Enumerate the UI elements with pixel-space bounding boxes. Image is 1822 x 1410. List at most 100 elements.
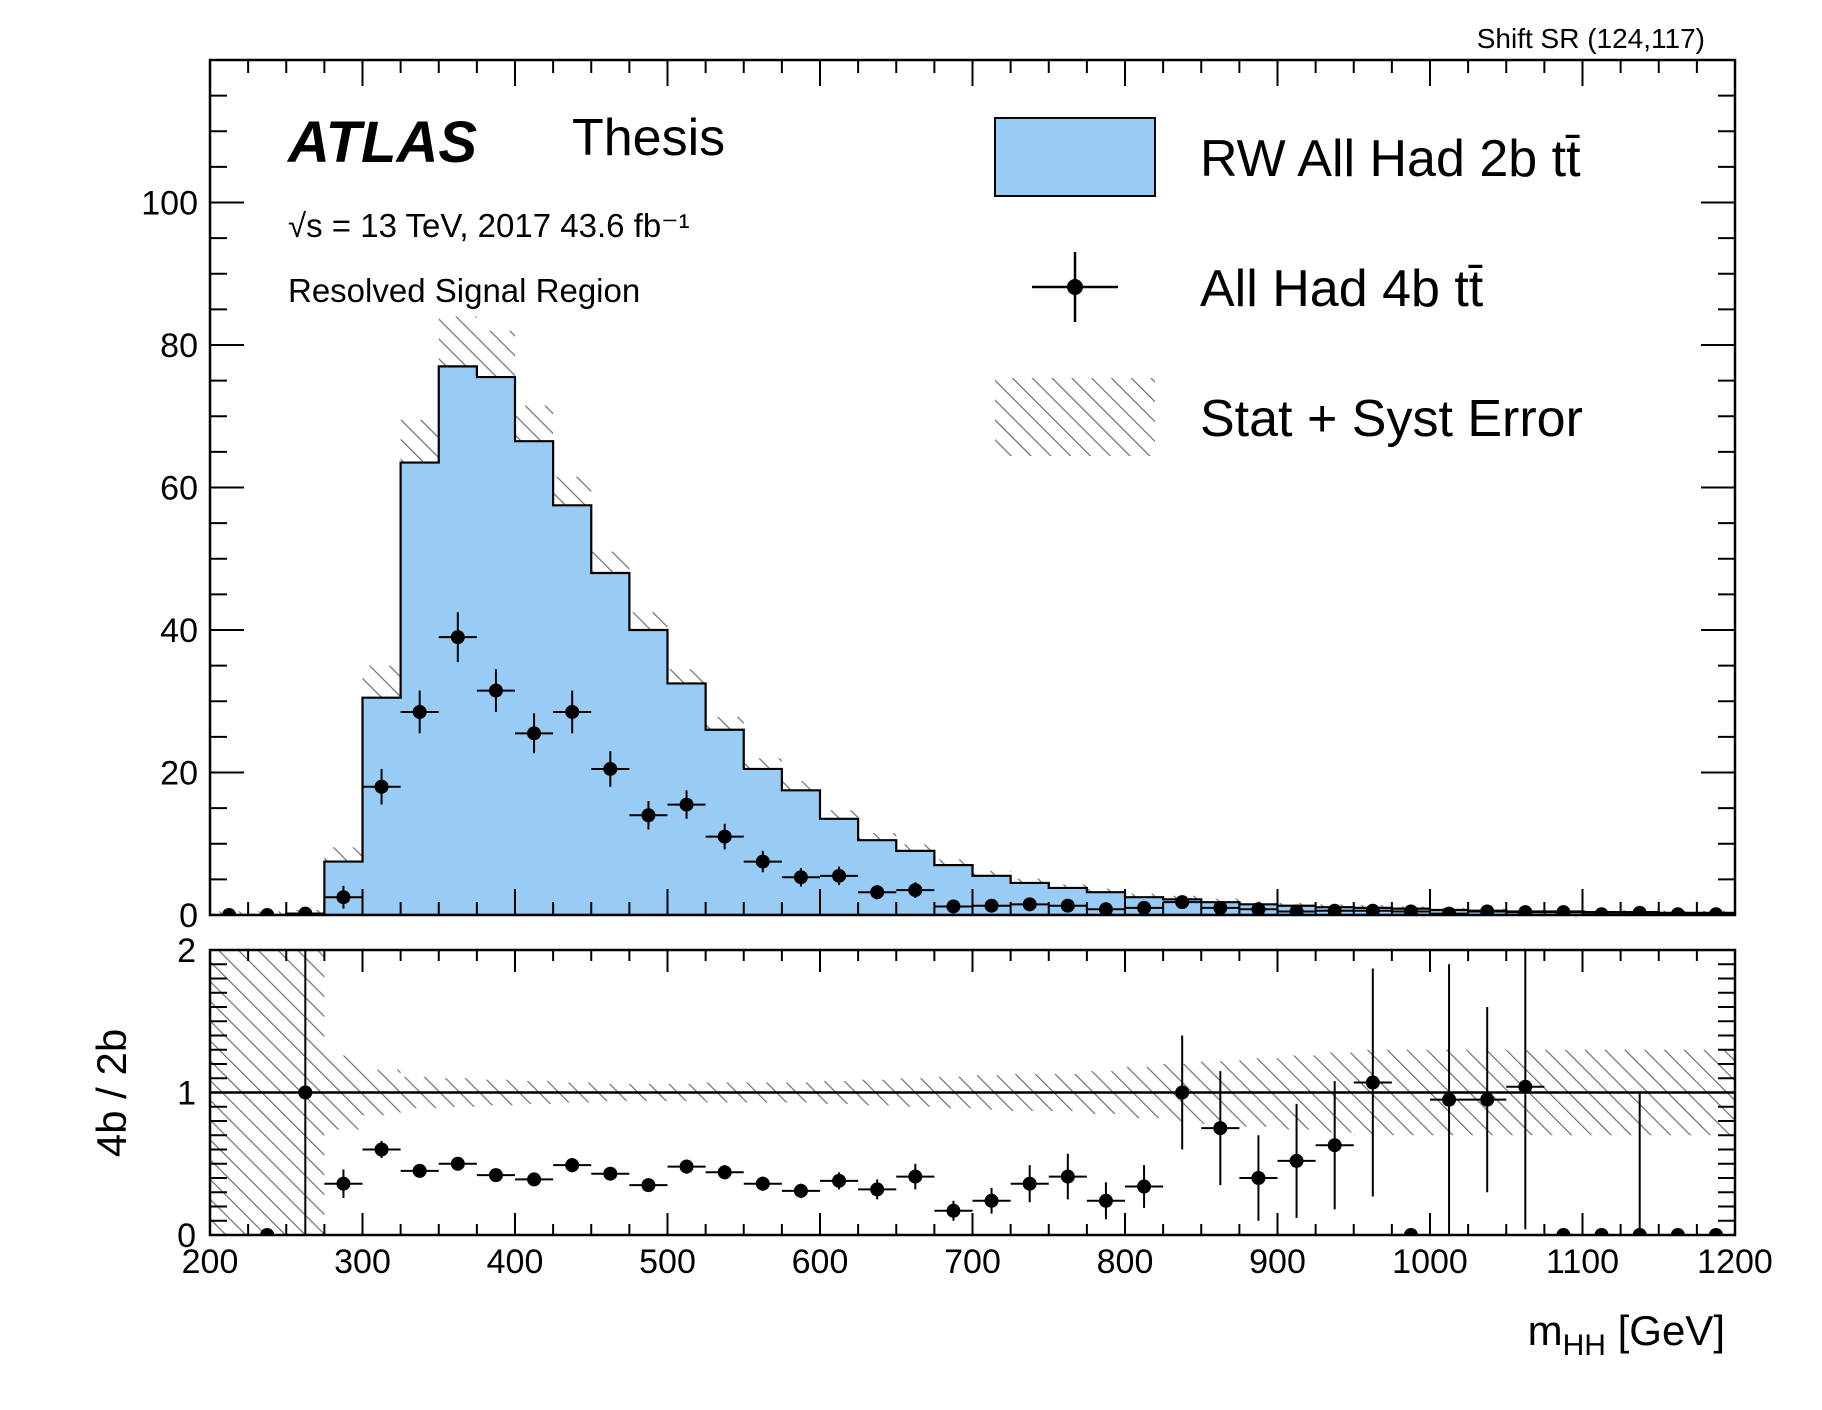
data-point bbox=[438, 612, 477, 663]
x-tick-label: 1000 bbox=[1392, 1243, 1468, 1281]
legend: RW All Had 2b tt̄ All Had 4b tt̄ Stat + … bbox=[994, 117, 1583, 456]
data-point bbox=[553, 690, 592, 734]
ratio-point bbox=[1632, 1092, 1647, 1235]
ratio-point bbox=[324, 1169, 363, 1198]
legend-swatch-data bbox=[1032, 252, 1118, 322]
ratio-point bbox=[1708, 1228, 1723, 1235]
y-tick-label: 40 bbox=[160, 612, 198, 650]
y-tick-label: 20 bbox=[160, 755, 198, 793]
y-tick-label: 80 bbox=[160, 327, 198, 365]
ratio-point bbox=[476, 1168, 515, 1183]
energy-lumi-label: √s = 13 TeV, 2017 43.6 fb⁻¹ bbox=[288, 207, 690, 244]
ratio-point bbox=[667, 1159, 706, 1174]
data-point bbox=[1506, 905, 1545, 915]
ratio-y-axis-title: 4b / 2b bbox=[88, 1029, 135, 1157]
data-point bbox=[1048, 898, 1087, 913]
ratio-y-tick-label: 2 bbox=[177, 932, 196, 970]
data-point bbox=[1239, 902, 1278, 915]
legend-label-uncertainty: Stat + Syst Error bbox=[1200, 390, 1583, 448]
data-point bbox=[1620, 905, 1659, 915]
region-label: Resolved Signal Region bbox=[288, 272, 640, 309]
ratio-panel: 0 1 2 200 300 400 500 600 700 800 900 1000 1100 1200 bbox=[177, 932, 1773, 1281]
svg-text:mHH [GeV]: mHH [GeV] bbox=[1528, 1307, 1725, 1362]
data-point bbox=[705, 823, 744, 850]
main-panel: 0 20 40 60 80 100 bbox=[141, 58, 1737, 935]
data-point bbox=[743, 850, 782, 873]
x-tick-label: 600 bbox=[792, 1243, 849, 1281]
ratio-point bbox=[972, 1187, 1011, 1214]
ratio-point bbox=[260, 1228, 275, 1235]
data-point bbox=[667, 790, 706, 819]
data-point bbox=[1086, 902, 1125, 915]
background-histogram bbox=[210, 365, 1735, 915]
ratio-y-tick-label: 0 bbox=[177, 1217, 196, 1255]
data-point bbox=[1430, 906, 1469, 915]
data-point bbox=[1315, 903, 1354, 915]
x-tick-label: 200 bbox=[182, 1243, 239, 1281]
ratio-point bbox=[934, 1200, 973, 1221]
y-tick-label: 60 bbox=[160, 470, 198, 508]
x-axis-title: mHH [GeV] bbox=[1528, 1307, 1725, 1362]
legend-swatch-background bbox=[994, 117, 1156, 197]
ratio-point bbox=[591, 1166, 630, 1181]
data-point bbox=[896, 882, 935, 898]
y-tick-label: 100 bbox=[141, 185, 198, 223]
ratio-point bbox=[1086, 1182, 1125, 1220]
ratio-point bbox=[438, 1156, 477, 1171]
x-tick-label: 500 bbox=[639, 1243, 696, 1281]
ratio-point bbox=[1353, 968, 1392, 1197]
ratio-points bbox=[260, 950, 1723, 1235]
legend-label-data: All Had 4b tt̄ bbox=[1200, 260, 1484, 318]
x-tick-label: 400 bbox=[487, 1243, 544, 1281]
data-point bbox=[858, 885, 897, 900]
ratio-point bbox=[858, 1179, 897, 1200]
ratio-point bbox=[629, 1178, 668, 1193]
x-tick-label: 300 bbox=[334, 1243, 391, 1281]
atlas-logo: ATLAS bbox=[286, 110, 477, 175]
ratio-point bbox=[781, 1183, 820, 1198]
ratio-point bbox=[400, 1163, 439, 1178]
x-tick-label: 1100 bbox=[1546, 1243, 1619, 1281]
data-point bbox=[934, 899, 973, 914]
ratio-point bbox=[1594, 1228, 1609, 1235]
data-point bbox=[1277, 904, 1316, 915]
data-point bbox=[400, 690, 439, 734]
data-point bbox=[476, 669, 515, 712]
ratio-point bbox=[553, 1158, 592, 1173]
ratio-point bbox=[1201, 1071, 1240, 1186]
y-tick-label: 0 bbox=[179, 897, 198, 935]
ratio-point bbox=[1468, 1007, 1507, 1193]
data-point bbox=[820, 866, 859, 886]
x-tick-label: 1200 bbox=[1697, 1243, 1773, 1281]
x-tick-label: 900 bbox=[1249, 1243, 1306, 1281]
ratio-point bbox=[705, 1165, 744, 1180]
ratio-point bbox=[1277, 1103, 1316, 1218]
data-point bbox=[591, 751, 630, 787]
ratio-point bbox=[1430, 964, 1469, 1235]
ratio-point bbox=[1556, 1228, 1571, 1235]
ratio-point bbox=[286, 950, 325, 1235]
legend-label-background: RW All Had 2b tt̄ bbox=[1200, 130, 1581, 188]
data-point bbox=[1201, 900, 1240, 915]
ratio-point bbox=[1010, 1165, 1049, 1203]
data-point bbox=[1544, 905, 1583, 915]
ratio-axis-ticks: 0 1 2 200 300 400 500 600 700 800 900 1000 1100 1200 bbox=[177, 932, 1773, 1281]
ratio-point bbox=[1315, 1081, 1354, 1210]
data-point bbox=[629, 801, 668, 830]
ratio-point bbox=[1048, 1153, 1087, 1200]
data-point bbox=[781, 867, 820, 887]
ratio-y-tick-label: 1 bbox=[177, 1075, 196, 1113]
atlas-tag: Thesis bbox=[572, 109, 725, 167]
data-point bbox=[972, 898, 1011, 913]
corner-label: Shift SR (124,117) bbox=[1477, 23, 1705, 54]
data-point bbox=[1391, 904, 1430, 915]
data-point bbox=[1010, 897, 1049, 912]
ratio-point bbox=[515, 1172, 554, 1187]
main-axis-ticks: 0 20 40 60 80 100 bbox=[141, 60, 1736, 935]
data-points bbox=[210, 612, 1735, 915]
x-tick-label: 800 bbox=[1097, 1243, 1154, 1281]
ratio-point bbox=[1239, 1135, 1278, 1221]
data-point bbox=[362, 768, 401, 805]
ratio-point bbox=[896, 1163, 935, 1190]
